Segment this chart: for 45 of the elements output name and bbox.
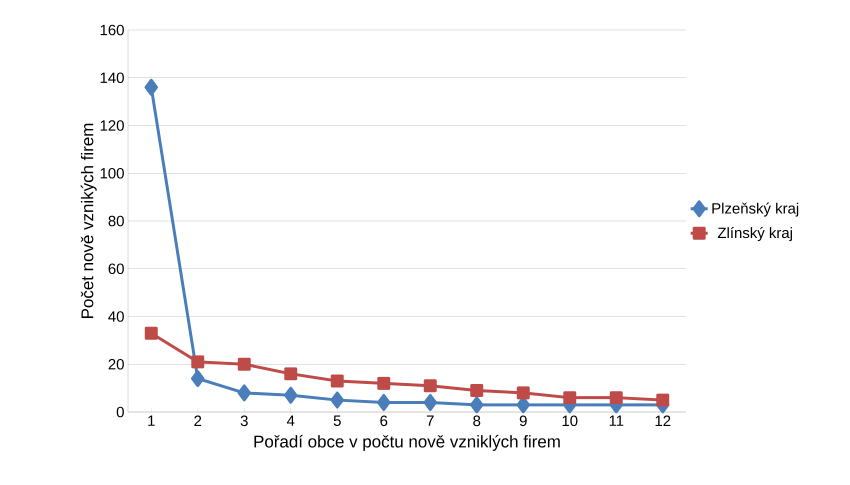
y-tick-label: 100 bbox=[100, 168, 124, 179]
x-tick-label: 5 bbox=[334, 416, 341, 426]
point bbox=[330, 374, 344, 388]
y-tick-label: 40 bbox=[108, 311, 124, 322]
point bbox=[470, 396, 484, 414]
y-tick-label: 60 bbox=[108, 263, 124, 274]
point bbox=[610, 391, 623, 404]
point bbox=[191, 355, 204, 368]
x-tick-label: 2 bbox=[194, 416, 202, 426]
x-tick-label: 3 bbox=[240, 416, 248, 426]
point bbox=[563, 391, 576, 404]
legend-label: Plzeňský kraj bbox=[712, 202, 798, 217]
point bbox=[284, 386, 298, 404]
point bbox=[424, 394, 437, 411]
point bbox=[377, 376, 390, 390]
point bbox=[656, 394, 670, 407]
y-tick-label: 160 bbox=[100, 24, 124, 36]
point bbox=[377, 394, 390, 411]
x-tick-label: 4 bbox=[286, 416, 294, 426]
x-tick-label: 1 bbox=[148, 416, 155, 426]
point bbox=[144, 78, 158, 96]
x-tick-label: 11 bbox=[610, 416, 624, 426]
x-tick-label: 10 bbox=[562, 416, 578, 426]
point bbox=[191, 370, 204, 388]
point bbox=[470, 384, 484, 397]
y-tick-label: 20 bbox=[108, 358, 124, 370]
point bbox=[238, 384, 251, 402]
legend-label: Zlínský kraj bbox=[718, 226, 792, 242]
point bbox=[238, 358, 251, 371]
x-tick-label: 7 bbox=[426, 416, 434, 426]
x-tick-label: 12 bbox=[656, 416, 670, 426]
y-tick-label: 0 bbox=[116, 406, 124, 418]
x-axis-title: Pořadí obce v počtu nově vzniklých firem bbox=[254, 434, 560, 451]
point bbox=[144, 326, 158, 340]
y-tick-label: 140 bbox=[100, 72, 124, 84]
point bbox=[284, 367, 298, 380]
y-tick-label: 80 bbox=[108, 216, 124, 226]
point bbox=[516, 386, 530, 400]
point bbox=[330, 392, 344, 409]
x-tick-label: 6 bbox=[380, 416, 388, 426]
point bbox=[424, 379, 437, 392]
x-tick-label: 8 bbox=[473, 416, 480, 426]
x-tick-label: 9 bbox=[520, 416, 527, 426]
y-tick-label: 120 bbox=[100, 120, 124, 131]
y-axis-title: Počet nově vznikých firem bbox=[80, 124, 97, 318]
